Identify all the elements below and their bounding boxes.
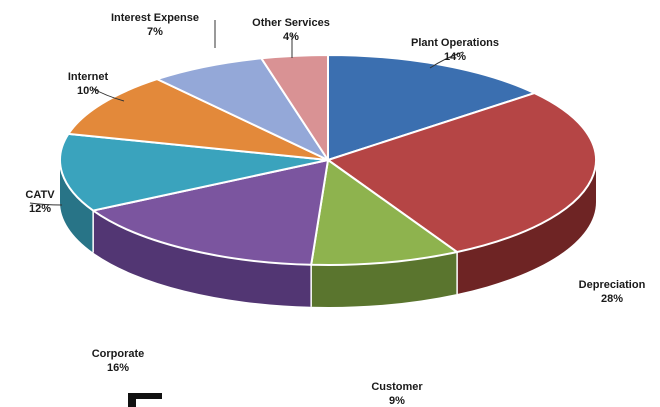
label-customer: Customer xyxy=(371,381,423,393)
slice-plant-operations xyxy=(327,54,536,161)
data-labels: Plant Operations 14% Depreciation 28% Custom… xyxy=(25,12,645,407)
slice-corporate xyxy=(92,159,329,266)
leader-line-internet xyxy=(91,87,125,102)
label-internet: Internet xyxy=(68,71,109,83)
slice-other-services xyxy=(260,54,329,161)
slice-internet xyxy=(67,78,329,161)
label-depreciation: Depreciation xyxy=(579,279,646,291)
label-corporate: Corporate xyxy=(92,348,145,360)
label-interest-expense: Interest Expense xyxy=(111,12,199,24)
slice-depreciation xyxy=(327,92,597,254)
leader-line-plant-operations xyxy=(429,51,464,69)
value-catv: 12% xyxy=(29,203,51,215)
label-other-services: Other Services xyxy=(252,17,330,29)
slice-catv xyxy=(59,132,329,212)
slice-side-catv xyxy=(60,160,94,253)
label-catv: CATV xyxy=(25,189,55,201)
value-depreciation: 28% xyxy=(601,293,623,305)
value-other-services: 4% xyxy=(283,31,299,43)
slice-customer xyxy=(310,159,459,266)
value-plant-operations: 14% xyxy=(444,51,466,63)
value-customer: 9% xyxy=(389,395,405,407)
partial-glyph-fragment xyxy=(128,393,162,407)
slice-side-corporate xyxy=(93,210,312,307)
value-interest-expense: 7% xyxy=(147,26,163,38)
leader-line-catv xyxy=(29,202,63,206)
slice-side-depreciation xyxy=(457,160,596,295)
label-plant-operations: Plant Operations xyxy=(411,37,499,49)
leader-lines xyxy=(29,20,464,206)
value-internet: 10% xyxy=(77,85,99,97)
pie-slices xyxy=(59,54,597,266)
value-corporate: 16% xyxy=(107,362,129,374)
slice-interest-expense xyxy=(156,57,329,161)
